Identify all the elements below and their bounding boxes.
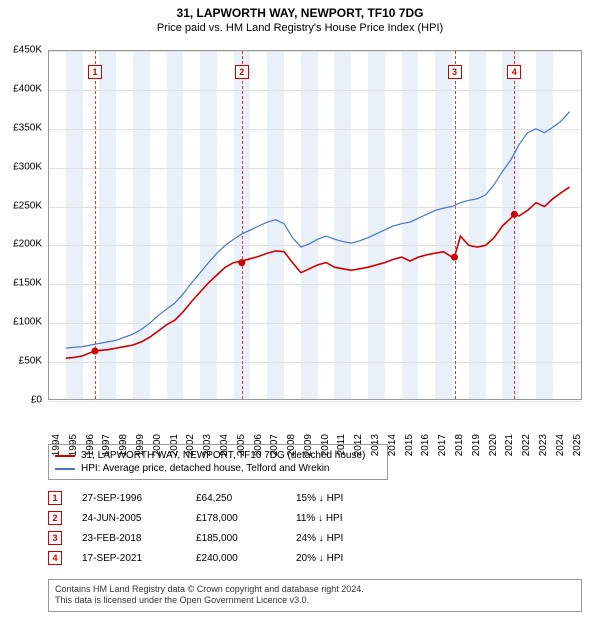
legend-item: HPI: Average price, detached house, Telf… xyxy=(55,462,381,475)
sale-row-badge: 2 xyxy=(48,511,62,525)
legend-label: 31, LAPWORTH WAY, NEWPORT, TF10 7DG (det… xyxy=(81,450,365,461)
chart-plot-area: 1234 xyxy=(48,50,582,400)
x-tick-label: 2018 xyxy=(454,434,465,456)
title-address: 31, LAPWORTH WAY, NEWPORT, TF10 7DG xyxy=(0,6,600,20)
x-tick-label: 2017 xyxy=(437,434,448,456)
x-tick-label: 2016 xyxy=(420,434,431,456)
sale-dot xyxy=(511,211,518,218)
legend-swatch xyxy=(55,468,75,470)
sale-row: 1 27-SEP-1996 £64,250 15% ↓ HPI xyxy=(48,488,386,508)
legend-label: HPI: Average price, detached house, Telf… xyxy=(81,463,330,474)
y-tick-label: £250K xyxy=(13,200,42,211)
y-tick-label: £450K xyxy=(13,45,42,56)
sale-row-badge: 1 xyxy=(48,491,62,505)
x-tick-label: 2025 xyxy=(572,434,583,456)
attribution-line1: Contains HM Land Registry data © Crown c… xyxy=(55,584,575,596)
sale-price: £64,250 xyxy=(196,493,276,504)
x-tick-label: 2020 xyxy=(488,434,499,456)
sale-price: £240,000 xyxy=(196,553,276,564)
attribution-box: Contains HM Land Registry data © Crown c… xyxy=(48,579,582,612)
sale-date: 27-SEP-1996 xyxy=(82,493,176,504)
sale-hpi-diff: 20% ↓ HPI xyxy=(296,553,386,564)
y-tick-label: £0 xyxy=(31,395,42,406)
sales-table: 1 27-SEP-1996 £64,250 15% ↓ HPI 2 24-JUN-2005… xyxy=(48,488,386,568)
y-tick-label: £300K xyxy=(13,161,42,172)
sale-date: 24-JUN-2005 xyxy=(82,513,176,524)
sale-date: 17-SEP-2021 xyxy=(82,553,176,564)
title-subtitle: Price paid vs. HM Land Registry's House … xyxy=(0,22,600,34)
x-tick-label: 2024 xyxy=(555,434,566,456)
sale-dot xyxy=(92,348,99,355)
x-tick-label: 2023 xyxy=(538,434,549,456)
legend: 31, LAPWORTH WAY, NEWPORT, TF10 7DG (det… xyxy=(48,444,388,480)
sale-hpi-diff: 11% ↓ HPI xyxy=(296,513,386,524)
y-tick-label: £50K xyxy=(19,356,42,367)
legend-item: 31, LAPWORTH WAY, NEWPORT, TF10 7DG (det… xyxy=(55,449,381,462)
sale-price: £178,000 xyxy=(196,513,276,524)
y-tick-label: £200K xyxy=(13,239,42,250)
x-tick-label: 2019 xyxy=(471,434,482,456)
sale-row: 3 23-FEB-2018 £185,000 24% ↓ HPI xyxy=(48,528,386,548)
sale-dot xyxy=(238,259,245,266)
chart-title-block: 31, LAPWORTH WAY, NEWPORT, TF10 7DG Pric… xyxy=(0,0,600,36)
sale-hpi-diff: 15% ↓ HPI xyxy=(296,493,386,504)
sale-row: 4 17-SEP-2021 £240,000 20% ↓ HPI xyxy=(48,548,386,568)
sale-row-badge: 4 xyxy=(48,551,62,565)
x-axis-labels: 1994199519961997199819992000200120022003… xyxy=(48,402,582,442)
x-tick-label: 2015 xyxy=(404,434,415,456)
sale-row-badge: 3 xyxy=(48,531,62,545)
attribution-line2: This data is licensed under the Open Gov… xyxy=(55,595,575,607)
sale-row: 2 24-JUN-2005 £178,000 11% ↓ HPI xyxy=(48,508,386,528)
x-tick-label: 2022 xyxy=(521,434,532,456)
series-price_paid xyxy=(66,187,570,358)
x-tick-label: 2014 xyxy=(387,434,398,456)
y-tick-label: £150K xyxy=(13,278,42,289)
series-hpi xyxy=(66,112,570,348)
y-tick-label: £100K xyxy=(13,317,42,328)
sale-date: 23-FEB-2018 xyxy=(82,533,176,544)
sale-dot xyxy=(451,254,458,261)
y-tick-label: £400K xyxy=(13,83,42,94)
y-tick-label: £350K xyxy=(13,122,42,133)
legend-swatch xyxy=(55,455,75,457)
sale-price: £185,000 xyxy=(196,533,276,544)
chart-lines xyxy=(49,51,583,401)
x-tick-label: 2021 xyxy=(504,434,515,456)
sale-hpi-diff: 24% ↓ HPI xyxy=(296,533,386,544)
y-axis-labels: £0£50K£100K£150K£200K£250K£300K£350K£400… xyxy=(0,50,46,400)
